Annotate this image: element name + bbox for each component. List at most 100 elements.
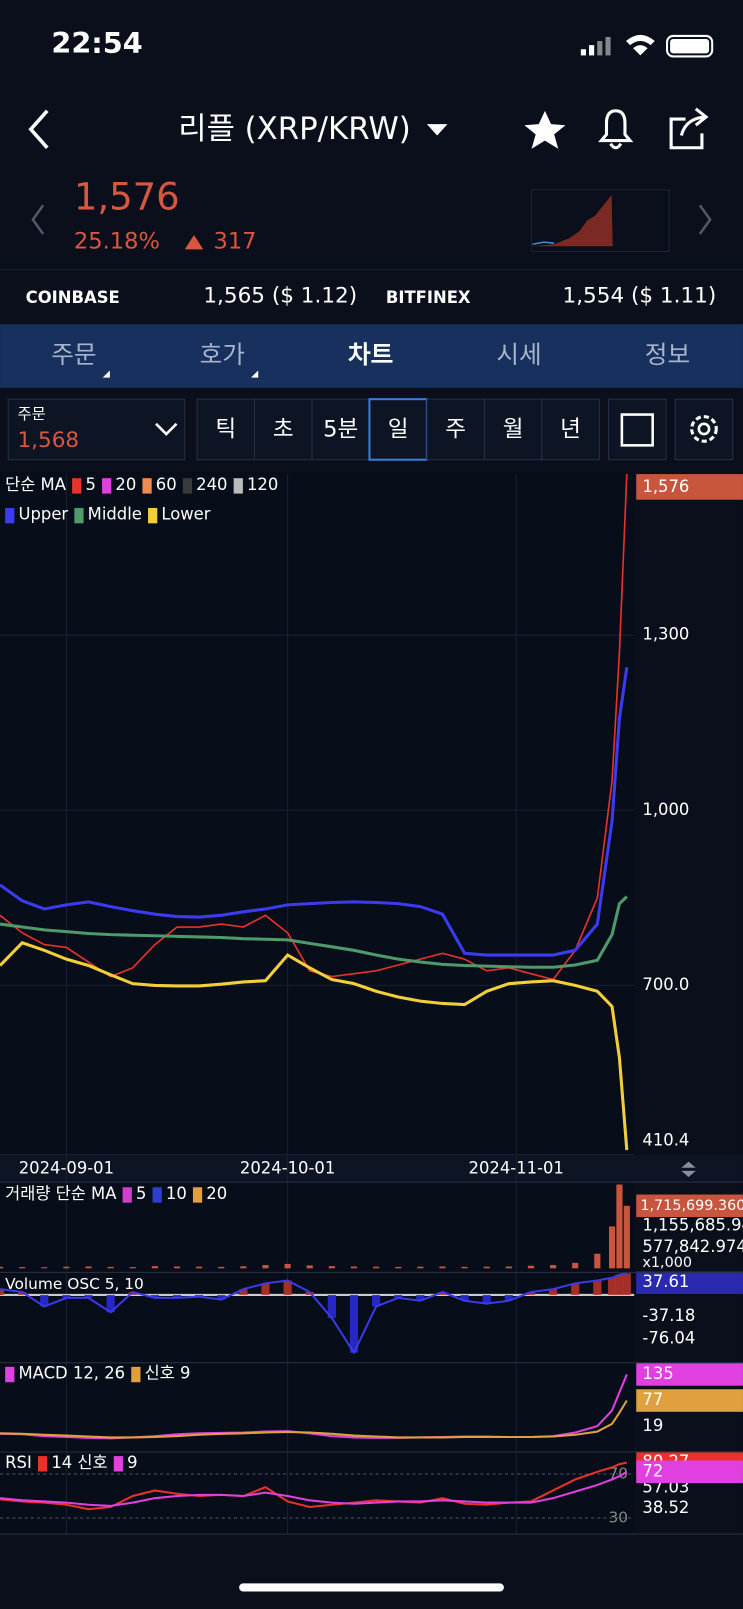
exchange-name: BITFINEX [386,288,471,307]
y-tick-label: 700.0 [642,975,689,994]
osc-bar [84,1294,93,1298]
legend-swatch [142,478,152,494]
ticker-price: 1,576 [74,176,180,219]
legend-label: RSI [5,1453,32,1472]
next-button[interactable] [698,204,712,235]
osc-bar [416,1294,425,1301]
osc-bar [460,1294,469,1301]
legend-swatch [182,478,193,494]
value-tag [636,1389,743,1412]
legend-label: 거래량 단순 MA [5,1184,117,1203]
legend-label: 240 [196,475,227,494]
back-button[interactable] [28,109,49,149]
period-label: 초 [273,416,294,442]
order-value: 1,568 [17,428,79,453]
x-tick-label: 2024-11-01 [469,1158,564,1177]
volume-bar [173,1266,181,1269]
series-line [0,941,629,1151]
value-tag [636,1194,743,1218]
volume-bar [461,1266,468,1269]
volume-bar [85,1266,92,1269]
osc-bar [571,1283,580,1295]
status-time: 22:54 [51,26,142,60]
osc-bar [615,1274,624,1295]
volume-bar [240,1266,247,1269]
period-label: 일 [388,416,409,442]
value-tag-label: 77 [642,1390,663,1409]
period-label: 주 [445,416,466,442]
legend-swatch [113,1456,123,1472]
exchange-name: COINBASE [26,288,120,307]
volume-bar [262,1265,269,1269]
volume-bar [284,1263,291,1269]
share-button[interactable] [669,107,709,150]
settings-button[interactable] [674,398,734,461]
y-tick-label: 410.4 [642,1131,689,1150]
legend-swatch [152,1187,162,1203]
dropdown-icon[interactable] [426,124,448,136]
legend-swatch [5,1366,15,1383]
resize-handle[interactable] [681,1161,696,1177]
legend-swatch [122,1187,132,1203]
tab[interactable]: 주문 [51,340,96,369]
order-box[interactable] [7,398,186,461]
series-line [0,667,629,957]
tab[interactable]: 차트 [348,340,393,369]
period-button[interactable] [254,398,313,461]
series-line [0,1272,628,1355]
volume-bar [483,1266,490,1269]
y-tick-label: 1,000 [642,800,689,819]
layout-icon [620,413,654,447]
osc-title: Volume OSC 5, 10 [5,1275,144,1293]
x-tick-label: 2024-09-01 [19,1158,114,1177]
volume-bar [373,1266,380,1269]
value-tag-label: 1,715,699.360 [640,1198,743,1214]
osc-bar [394,1294,403,1298]
alert-button[interactable] [598,109,634,150]
legend-swatch [131,1366,141,1383]
legend-label: Lower [161,505,210,524]
osc-bar [593,1280,602,1295]
legend-swatch [102,478,112,494]
prev-button[interactable] [31,204,45,235]
value-tag [636,1460,743,1484]
osc-bar [217,1294,226,1300]
status-icons [580,34,714,58]
osc-bar [0,1289,5,1295]
favorite-button[interactable] [524,110,566,149]
sparkline-line [532,241,555,245]
osc-bar [438,1292,447,1295]
settings-icon [690,415,718,443]
volume-bar [527,1265,535,1269]
order-dropdown[interactable] [155,422,178,436]
osc-bar [526,1292,536,1295]
period-button[interactable] [311,398,370,461]
legend-label: 120 [247,475,278,494]
legend-label: 5 [85,475,95,494]
period-button[interactable] [196,398,256,461]
period-button[interactable] [426,398,485,461]
period-label: 년 [560,416,581,442]
period-label: 5분 [323,416,358,442]
tab[interactable]: 호가 [200,340,245,369]
tab[interactable]: 시세 [496,340,541,369]
tab-bar [0,324,743,388]
layout-button[interactable] [608,398,667,461]
tab[interactable]: 정보 [645,340,690,369]
volume-bar [196,1266,203,1269]
volume-bar [107,1266,114,1269]
period-button[interactable] [483,398,543,461]
osc-bar [622,1273,631,1295]
y-tick-label: 577,842.974 [642,1237,743,1256]
y-tick-label: -37.18 [642,1306,695,1325]
period-button[interactable] [541,398,600,461]
osc-bar [548,1289,558,1295]
x-tick-label: 2024-10-01 [240,1158,335,1177]
header-title[interactable]: 리플 (XRP/KRW) [178,111,411,147]
volume-bar [328,1266,335,1269]
legend-label: 9 [127,1453,137,1472]
y-tick-label: -76.04 [642,1328,695,1347]
osc-bar [239,1289,248,1295]
